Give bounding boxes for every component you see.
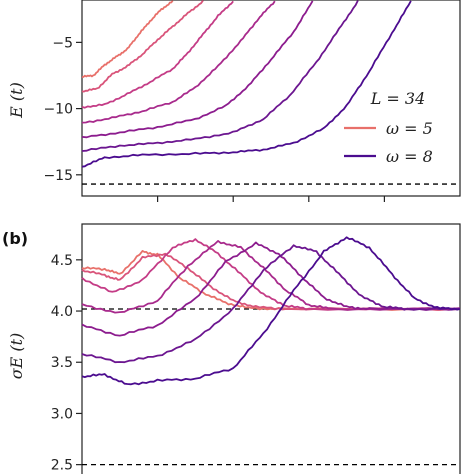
panel-a-series-line-2 — [81, 0, 234, 109]
legend-title: L = 34 — [370, 89, 426, 108]
panel-a-ylabel: E (t) — [7, 82, 26, 119]
panel-b-ytick-label-2: 3.5 — [51, 355, 73, 371]
panel-a-series-line-1 — [81, 0, 204, 93]
panel-b-series-line-0 — [81, 250, 461, 311]
panel-b-series-line-2 — [81, 238, 461, 311]
panel-b-sigma: (b) σE (t) 2.5 3.0 3.5 4.0 4.5 — [2, 223, 461, 474]
panel-b-series-line-1 — [81, 252, 461, 311]
legend: L = 34 ω = 5 ω = 8 — [344, 89, 433, 166]
panel-b-series — [81, 236, 461, 386]
panel-a-series-line-0 — [81, 0, 174, 78]
panel-a-series-line-5 — [81, 0, 359, 152]
panel-b-ytick-label-1: 3.0 — [51, 406, 73, 422]
legend-label-omega-5: ω = 5 — [386, 119, 433, 138]
panel-b-frame — [81, 223, 461, 474]
panel-b-ytick-label-3: 4.0 — [51, 304, 73, 320]
panel-b-ytick-label-4: 4.5 — [51, 253, 73, 269]
panel-a-yticks: −5 −10 −15 — [43, 35, 82, 184]
panel-a-series-line-3 — [81, 0, 276, 124]
panel-b-series-line-3 — [81, 240, 461, 314]
panel-a-frame — [81, 0, 461, 197]
panel-a-energy: E (t) −5 −10 −15 L = 34 ω = 5 ω = 8 — [7, 0, 461, 202]
panel-b-reference-lines — [82, 308, 460, 466]
panel-a-series-line-4 — [81, 0, 314, 139]
panel-b-series-line-5 — [81, 244, 461, 364]
panel-a-ytick-label-2: −15 — [43, 168, 73, 184]
legend-label-omega-8: ω = 8 — [386, 147, 433, 166]
panel-a-ytick-label-1: −10 — [43, 102, 73, 118]
panel-b-ytick-label-0: 2.5 — [51, 458, 73, 474]
panel-b-label: (b) — [2, 229, 28, 248]
panel-a-series — [81, 0, 412, 168]
panel-b-yticks: 2.5 3.0 3.5 4.0 4.5 — [51, 253, 82, 474]
panel-b-ylabel: σE (t) — [7, 333, 26, 380]
panel-a-xticks — [157, 196, 385, 202]
panel-b-series-line-6 — [81, 236, 461, 386]
panel-b-series-line-4 — [81, 241, 461, 337]
panel-a-series-line-6 — [81, 0, 412, 168]
panel-a-ytick-label-0: −5 — [52, 35, 73, 51]
